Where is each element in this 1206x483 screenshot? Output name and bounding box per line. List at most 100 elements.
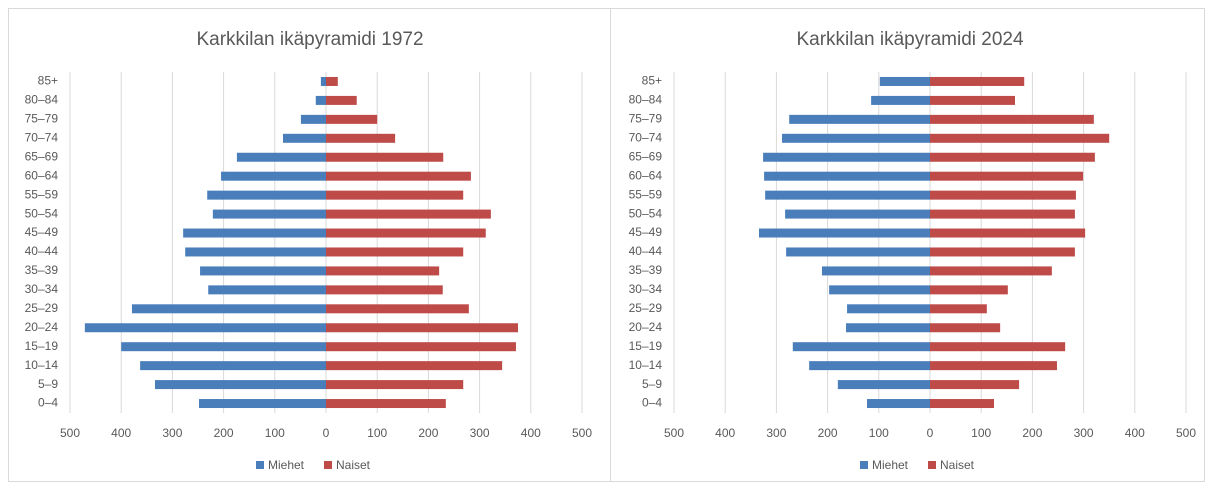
bar [847,304,930,314]
y-tick-label: 20–24 [629,320,663,334]
x-tick-label: 200 [214,426,234,440]
x-tick-label: 100 [971,426,991,440]
bar [326,247,464,257]
x-tick-label: 400 [1125,426,1145,440]
y-tick-label: 65–69 [25,149,59,163]
y-tick-label: 60–64 [25,168,59,182]
bar [930,323,1001,333]
bar [326,361,503,371]
y-tick-label: 5–9 [642,377,662,391]
bar [207,190,326,200]
y-tick-label: 85+ [642,74,662,88]
bar [930,76,1025,86]
y-tick-label: 50–54 [629,206,663,220]
y-tick-label: 80–84 [629,93,663,107]
x-tick-label: 300 [470,426,490,440]
bar [782,133,930,143]
bar [326,133,396,143]
x-tick-label: 300 [766,426,786,440]
x-tick-label: 100 [367,426,387,440]
bar [930,285,1008,295]
bar [879,76,930,86]
bar [764,171,930,181]
bar [867,399,930,409]
bar [789,114,930,124]
y-tick-label: 45–49 [629,225,663,239]
y-tick-label: 65–69 [629,149,663,163]
bar [846,323,930,333]
bar [212,209,326,219]
bar [930,361,1057,371]
frame [8,8,1205,482]
y-tick-label: 0–4 [38,396,58,410]
y-tick-label: 55–59 [629,187,663,201]
bar [786,247,930,257]
y-tick-label: 45–49 [25,225,59,239]
bar [326,209,491,219]
y-tick-label: 40–44 [629,244,663,258]
bar [829,285,930,295]
bar [154,380,326,390]
bar [930,152,1095,162]
bar [930,209,1075,219]
bar [326,399,446,409]
x-tick-label: 400 [111,426,131,440]
x-tick-label: 0 [323,426,330,440]
bar [792,342,930,352]
y-tick-label: 25–29 [629,301,663,315]
y-tick-label: 60–64 [629,168,663,182]
bar [930,342,1066,352]
bar [185,247,326,257]
bar [326,114,378,124]
y-tick-label: 75–79 [629,112,663,126]
bar [140,361,326,371]
x-tick-label: 100 [265,426,285,440]
y-tick-label: 75–79 [25,112,59,126]
y-tick-label: 10–14 [629,358,663,372]
bar [930,380,1020,390]
bar [930,247,1075,257]
bar [821,266,930,276]
legend-label: Naiset [336,458,371,472]
bar [785,209,930,219]
x-tick-label: 300 [162,426,182,440]
bar [236,152,326,162]
y-tick-label: 30–34 [629,282,663,296]
y-tick-label: 20–24 [25,320,59,334]
bar [326,342,516,352]
bar [84,323,327,333]
y-tick-label: 70–74 [629,130,663,144]
y-tick-label: 15–19 [25,339,59,353]
y-tick-label: 80–84 [25,93,59,107]
x-tick-label: 400 [521,426,541,440]
bar [837,380,930,390]
x-tick-label: 0 [927,426,934,440]
x-tick-label: 500 [60,426,80,440]
x-tick-label: 100 [869,426,889,440]
bar [809,361,930,371]
bar [930,399,994,409]
x-tick-label: 500 [664,426,684,440]
y-tick-label: 0–4 [642,396,662,410]
y-tick-label: 35–39 [629,263,663,277]
y-tick-label: 35–39 [25,263,59,277]
bar [326,152,444,162]
bar [315,95,326,105]
bar [131,304,326,314]
legend-swatch [256,461,264,469]
x-tick-label: 400 [715,426,735,440]
bar [930,114,1094,124]
chart-title: Karkkilan ikäpyramidi 1972 [196,29,423,50]
x-tick-label: 200 [418,426,438,440]
y-tick-label: 50–54 [25,206,59,220]
x-tick-label: 200 [818,426,838,440]
bar [326,285,443,295]
legend-label: Miehet [872,458,909,472]
bar [930,95,1015,105]
legend-label: Miehet [268,458,305,472]
bar [930,190,1076,200]
x-tick-label: 200 [1022,426,1042,440]
y-tick-label: 10–14 [25,358,59,372]
bar [763,152,930,162]
